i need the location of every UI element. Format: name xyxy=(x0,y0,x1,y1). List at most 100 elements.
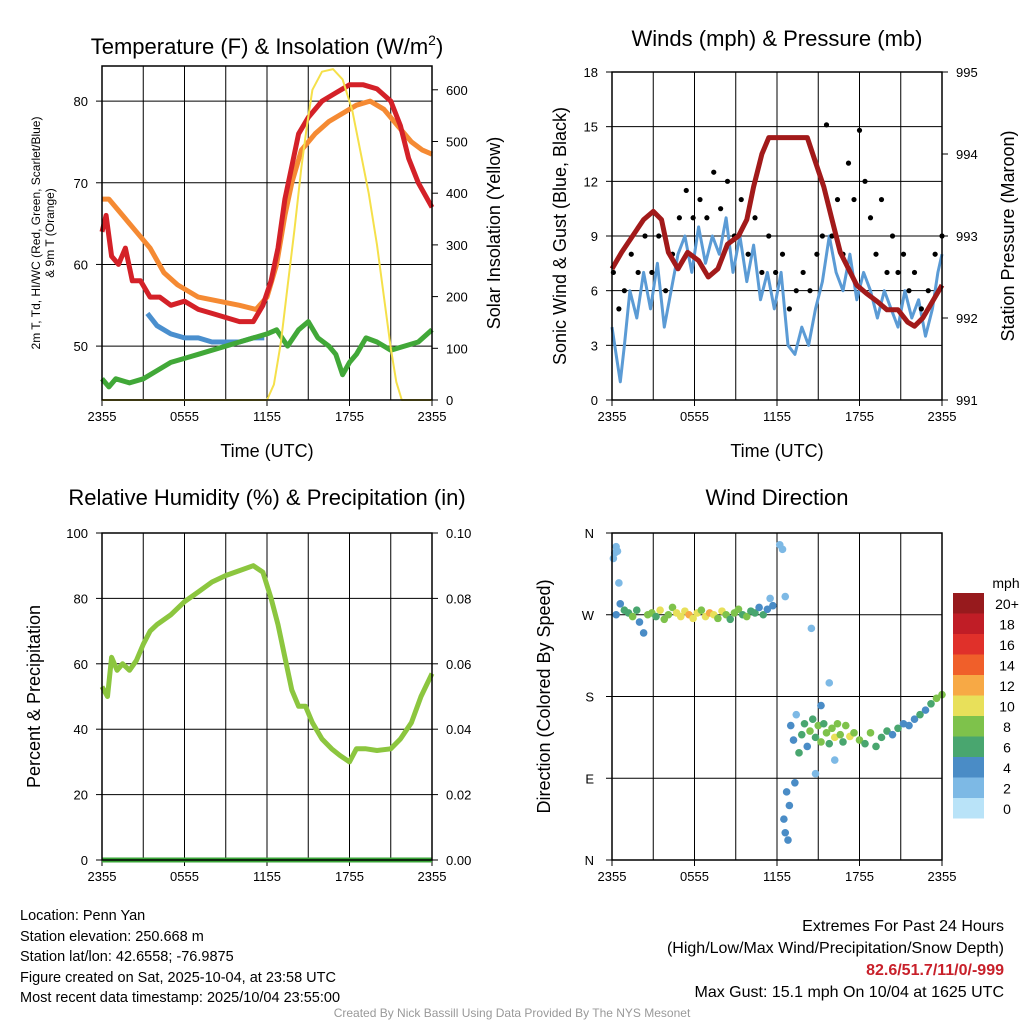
legend-label: 2 xyxy=(1003,781,1011,797)
gust-point xyxy=(738,196,744,203)
gust-point xyxy=(925,288,931,294)
extremes-values: 82.6/51.7/11/0/-999 xyxy=(866,962,1004,979)
y-tick-label: 60 xyxy=(74,257,88,272)
x-tick-label: 1755 xyxy=(845,409,874,424)
legend-swatch xyxy=(953,654,984,675)
wind-direction-point xyxy=(769,601,777,610)
gust-point xyxy=(690,215,696,221)
y-tick-label: 100 xyxy=(66,526,88,541)
x-tick-label: 2355 xyxy=(88,869,117,884)
wind-direction-point xyxy=(755,603,763,612)
y-tick-label: 60 xyxy=(74,657,88,672)
x-tick-label: 2355 xyxy=(418,869,447,884)
legend-swatch xyxy=(953,777,984,798)
chart-title: Wind Direction xyxy=(705,485,848,510)
y2-tick-label: 0.10 xyxy=(446,526,471,541)
legend-swatch xyxy=(953,798,984,819)
wind-direction-point xyxy=(855,736,864,744)
y2-tick-label: 0.06 xyxy=(446,657,471,672)
y2-tick-label: 300 xyxy=(446,238,468,253)
gust-point xyxy=(621,288,627,294)
wind-direction-point xyxy=(883,727,891,735)
legend-label: 0 xyxy=(1003,801,1011,817)
panel-1: 50 60 70 80 0 100 200 300 400 500 600 2355 0555 1155 1… xyxy=(29,32,504,461)
y2-tick-label: 993 xyxy=(956,229,978,244)
gust-point xyxy=(884,269,890,276)
wind-direction-point xyxy=(689,614,697,623)
y-axis-label: 2m T, Td, HI/WC (Red, Green, Scarlet/Blu… xyxy=(29,117,43,350)
gust-point xyxy=(834,196,841,203)
wind-direction-point xyxy=(822,729,831,737)
y-tick-label: 12 xyxy=(584,174,598,189)
legend-swatch xyxy=(953,634,984,655)
x-axis-label: Time (UTC) xyxy=(730,441,823,461)
gust-point xyxy=(793,288,799,294)
gust-point xyxy=(895,269,901,276)
wind-direction-point xyxy=(763,605,772,614)
wind-direction-point xyxy=(714,614,722,623)
max-gust-text: Max Gust: 15.1 mph On 10/04 at 1625 UTC xyxy=(694,984,1005,1001)
x-tick-label: 2355 xyxy=(928,409,957,424)
y-tick-label: E xyxy=(585,771,594,786)
gust-point xyxy=(873,251,879,257)
plot-frame xyxy=(611,71,943,401)
wind-direction-point xyxy=(839,738,847,746)
wind-direction-point xyxy=(726,615,735,624)
legend-title: mph xyxy=(992,575,1019,591)
wind-direction-point xyxy=(803,742,812,751)
gust-point xyxy=(676,215,682,221)
panel-4: N E S W N 2355 0555 1155 1755 2355 mph 0 2 4 6 8 10 12 14 1… xyxy=(534,485,1020,884)
x-tick-label: 0555 xyxy=(170,409,199,424)
wind-direction-point xyxy=(766,594,774,603)
chart-title: Relative Humidity (%) & Precipitation (i… xyxy=(68,485,465,510)
panel-3: 0 20 40 60 80 100 0.00 0.02 0.04 0.06 0.08 0.10 2355… xyxy=(24,485,471,884)
y-tick-label: 50 xyxy=(74,339,88,354)
gust-point xyxy=(819,233,825,239)
created-text: Figure created on Sat, 2025-10-04, at 23… xyxy=(20,969,336,986)
wind-direction-point xyxy=(872,742,880,751)
title-main: Temperature (F) & Insolation (W/m xyxy=(91,34,428,59)
wind-direction-point xyxy=(751,609,759,617)
wind-direction-point xyxy=(808,715,817,724)
wind-direction-point xyxy=(927,699,935,708)
legend-swatch xyxy=(953,613,984,634)
legend-swatch xyxy=(953,716,984,737)
gust-point xyxy=(918,306,924,312)
wind-direction-point xyxy=(825,739,834,748)
y-tick-label: 15 xyxy=(584,120,598,135)
gust-point xyxy=(906,288,912,294)
wind-direction-point xyxy=(811,769,820,778)
wind-direction-point xyxy=(894,724,902,733)
gust-point xyxy=(697,196,703,203)
gust-point xyxy=(823,122,830,128)
x-tick-label: 1155 xyxy=(763,409,791,424)
gust-point xyxy=(773,269,779,276)
wind-direction-point xyxy=(792,710,801,719)
y2-tick-label: 995 xyxy=(956,65,978,80)
legend-label: 14 xyxy=(999,658,1015,674)
wind-direction-point xyxy=(806,727,814,735)
legend-swatch xyxy=(953,675,984,696)
y2-tick-label: 100 xyxy=(446,341,468,356)
x-tick-label: 2355 xyxy=(928,869,957,884)
legend-label: 8 xyxy=(1003,719,1011,735)
wind-direction-point xyxy=(789,736,798,744)
y-tick-label: 18 xyxy=(584,65,598,80)
wind-direction-point xyxy=(932,694,941,703)
wind-direction-point xyxy=(781,592,790,601)
gust-point xyxy=(889,233,896,239)
wind-direction-point xyxy=(628,612,637,621)
x-tick-label: 0555 xyxy=(170,869,199,884)
wind-direction-point xyxy=(921,706,930,714)
extremes-title: Extremes For Past 24 Hours xyxy=(802,918,1004,935)
gust-point xyxy=(779,251,786,257)
y-tick-label: N xyxy=(585,853,594,868)
wind-direction-point xyxy=(652,612,660,621)
y-axis-label: Direction (Colored By Speed) xyxy=(534,579,554,813)
wind-direction-point xyxy=(841,721,850,730)
wind-direction-point xyxy=(819,719,828,728)
y2-tick-label: 994 xyxy=(956,147,978,162)
gust-point xyxy=(807,288,813,294)
gust-point xyxy=(814,251,820,257)
